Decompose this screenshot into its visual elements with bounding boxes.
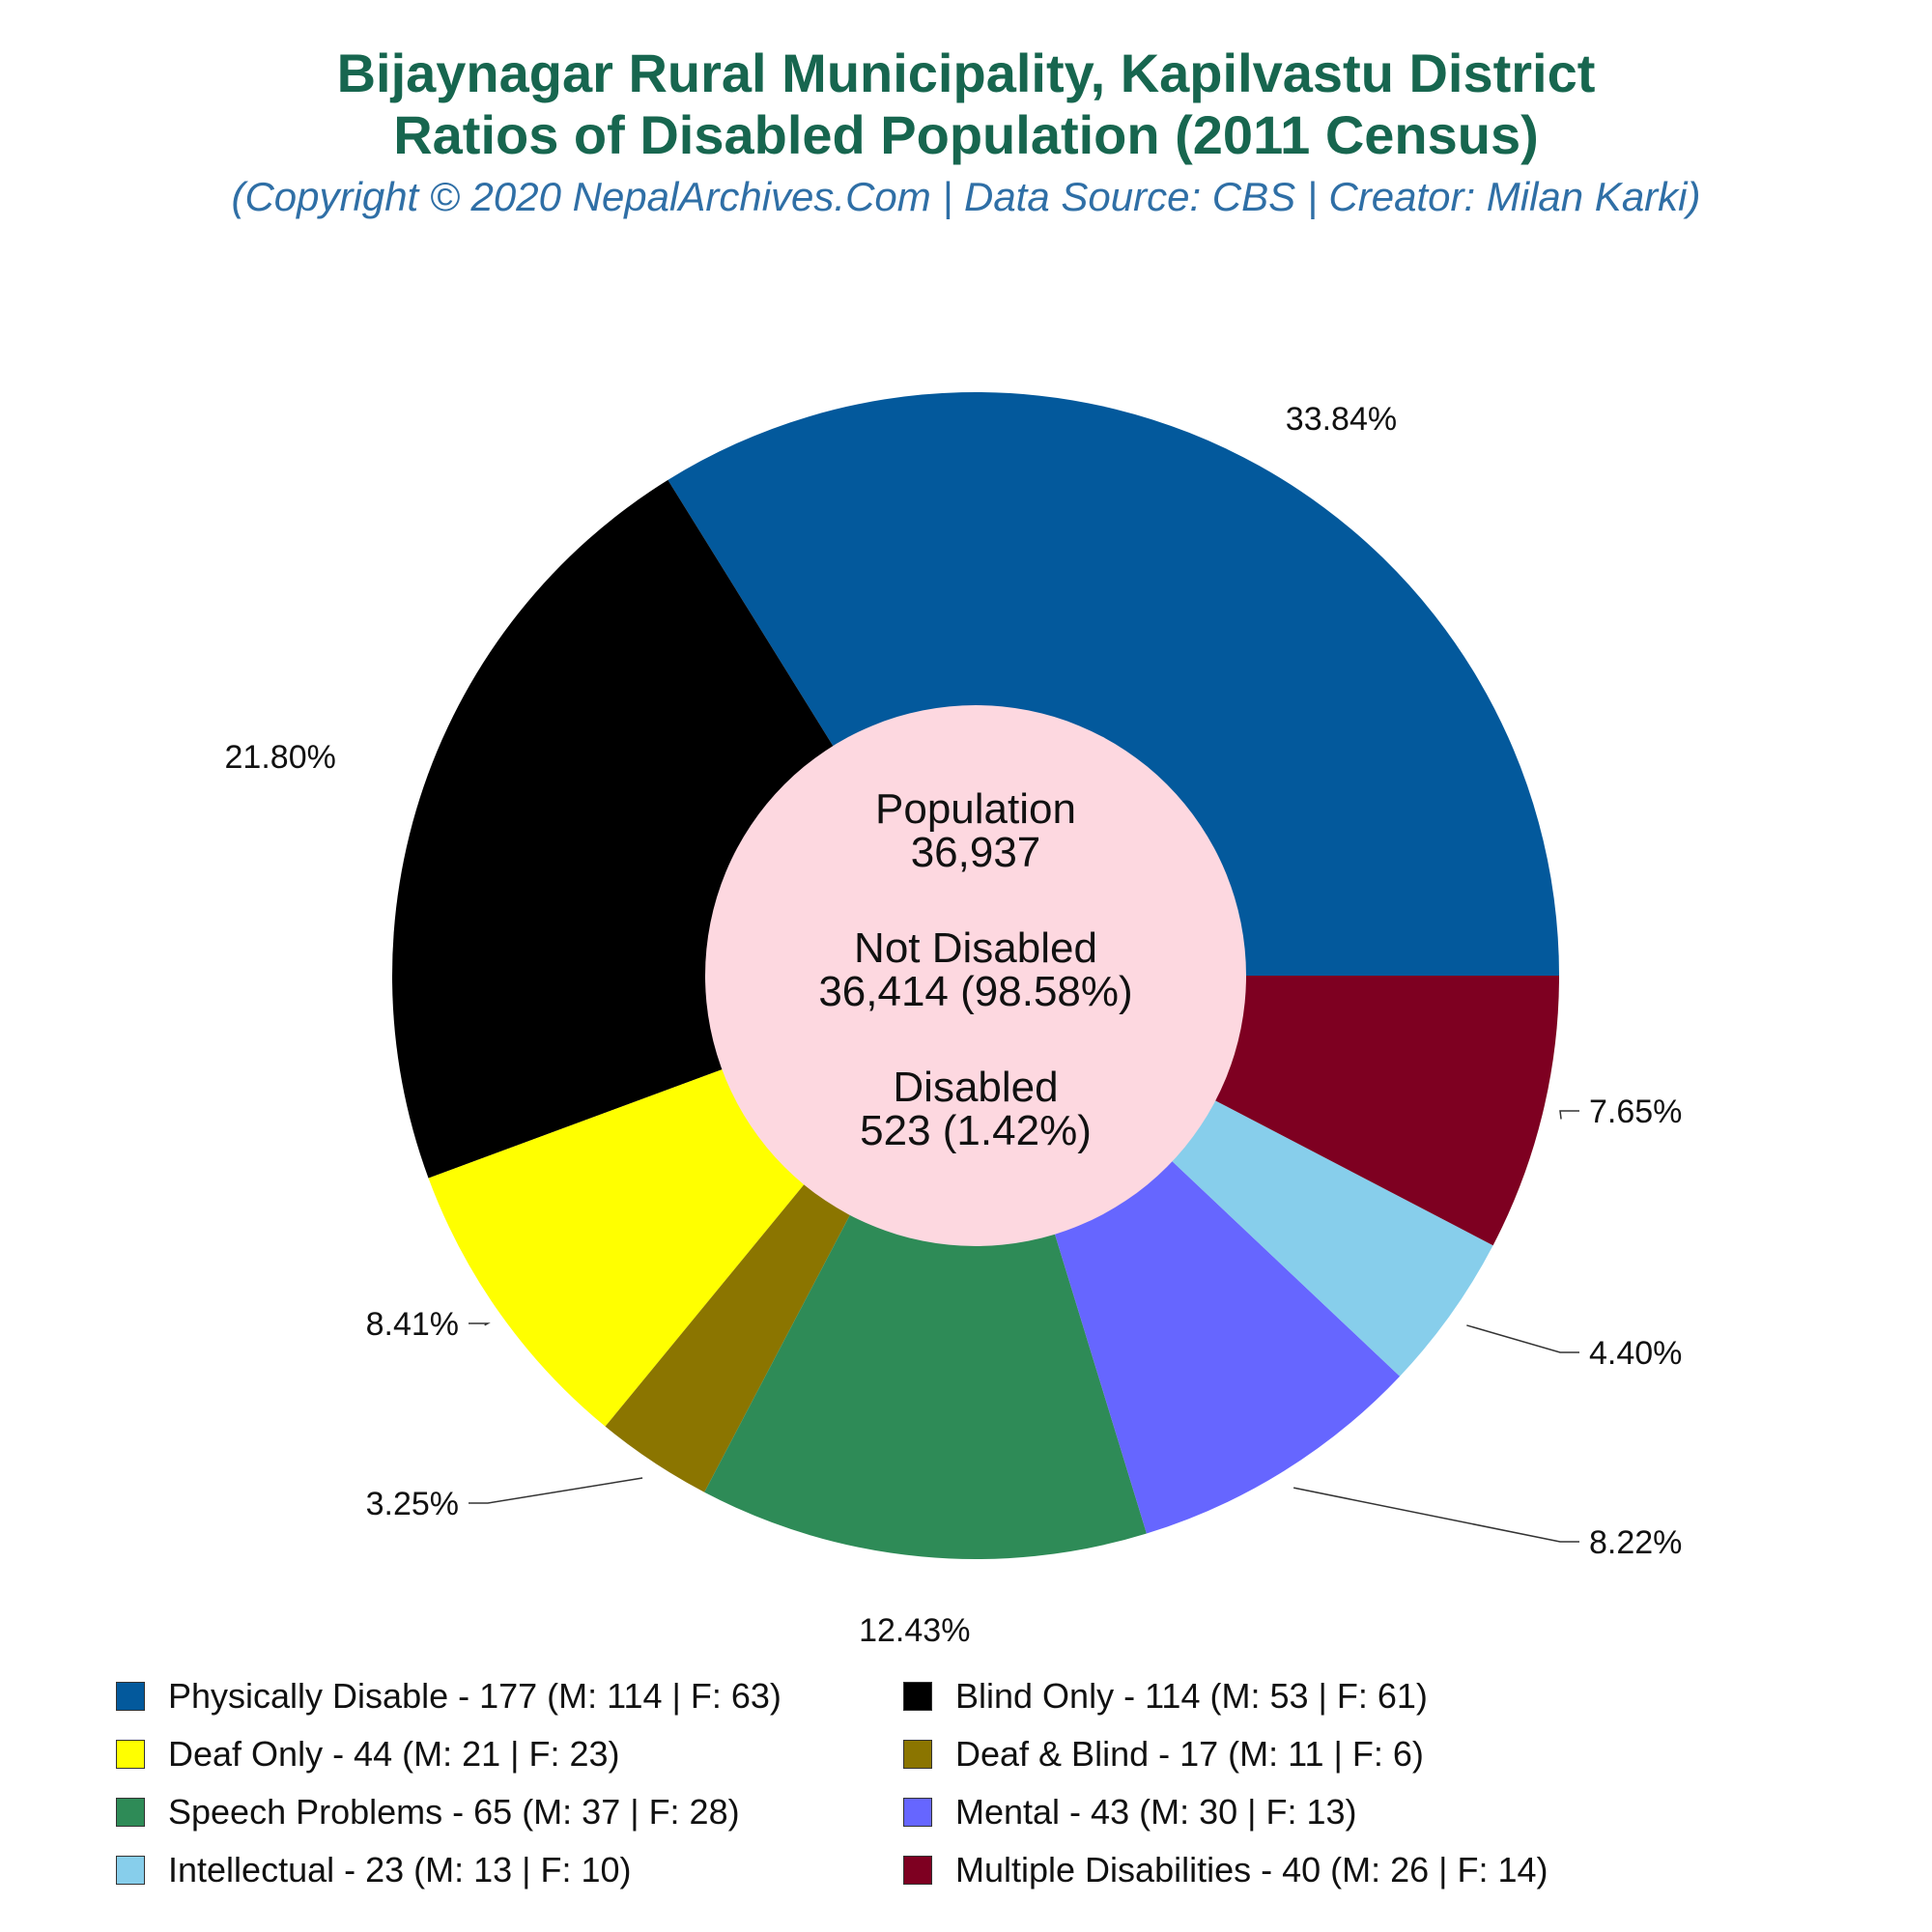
legend-item-intellectual: Intellectual - 23 (M: 13 | F: 10)	[116, 1850, 632, 1890]
legend-swatch	[903, 1740, 932, 1769]
legend-swatch	[116, 1682, 145, 1711]
legend-label: Deaf Only - 44 (M: 21 | F: 23)	[168, 1734, 620, 1774]
center-disabled-value: 523 (1.42%)	[860, 1107, 1092, 1154]
legend-label: Physically Disable - 177 (M: 114 | F: 63…	[168, 1676, 781, 1716]
slice-label-multiple-disabilities: 7.65%	[1589, 1094, 1682, 1130]
legend-swatch	[903, 1856, 932, 1885]
center-hole	[705, 705, 1246, 1246]
center-not-disabled-value: 36,414 (98.58%)	[818, 968, 1132, 1015]
leader-line	[1293, 1487, 1579, 1543]
slice-label-intellectual: 4.40%	[1589, 1335, 1682, 1372]
legend-item-deaf-only: Deaf Only - 44 (M: 21 | F: 23)	[116, 1734, 620, 1775]
legend-label: Speech Problems - 65 (M: 37 | F: 28)	[168, 1792, 740, 1832]
legend-swatch	[903, 1682, 932, 1711]
pie-chart: 33.84% 21.80% 8.41% 3.25% 12.43% 8.22% 4.40% 7.…	[225, 391, 1682, 1649]
slice-label-physically-disable: 33.84%	[1286, 401, 1397, 438]
leader-line	[1559, 1110, 1579, 1120]
legend-item-deaf-blind: Deaf & Blind - 17 (M: 11 | F: 6)	[903, 1734, 1424, 1775]
legend-swatch	[116, 1856, 145, 1885]
pie-slice-speech-problems	[704, 976, 1147, 1559]
legend-swatch	[903, 1798, 932, 1827]
legend-label: Deaf & Blind - 17 (M: 11 | F: 6)	[955, 1734, 1424, 1774]
legend-label: Multiple Disabilities - 40 (M: 26 | F: 1…	[955, 1850, 1548, 1889]
legend-item-blind-only: Blind Only - 114 (M: 53 | F: 61)	[903, 1676, 1428, 1717]
legend-item-physically-disable: Physically Disable - 177 (M: 114 | F: 63…	[116, 1676, 781, 1717]
legend-item-multiple-disabilities: Multiple Disabilities - 40 (M: 26 | F: 1…	[903, 1850, 1548, 1890]
chart-credit: (Copyright © 2020 NepalArchives.Com | Da…	[231, 174, 1701, 219]
legend-label: Blind Only - 114 (M: 53 | F: 61)	[955, 1676, 1428, 1716]
center-population-label: Population	[875, 785, 1076, 833]
chart-title: Bijaynagar Rural Municipality, Kapilvast…	[336, 43, 1596, 103]
center-disabled-label: Disabled	[893, 1064, 1058, 1111]
legend-swatch	[116, 1740, 145, 1769]
legend-item-speech-problems: Speech Problems - 65 (M: 37 | F: 28)	[116, 1792, 740, 1833]
leader-line	[1466, 1324, 1579, 1353]
center-population-value: 36,937	[911, 829, 1041, 876]
slice-label-speech-problems: 12.43%	[859, 1612, 970, 1649]
legend-label: Intellectual - 23 (M: 13 | F: 10)	[168, 1850, 632, 1889]
slice-label-deaf-blind: 3.25%	[366, 1486, 459, 1522]
leader-line	[469, 1477, 643, 1504]
legend-swatch	[116, 1798, 145, 1827]
leader-line	[469, 1322, 491, 1326]
slice-label-mental: 8.22%	[1589, 1524, 1682, 1561]
slice-label-deaf-only: 8.41%	[366, 1306, 459, 1343]
center-not-disabled-label: Not Disabled	[854, 924, 1097, 972]
slice-label-blind-only: 21.80%	[225, 739, 336, 776]
legend-item-mental: Mental - 43 (M: 30 | F: 13)	[903, 1792, 1357, 1833]
chart-subtitle: Ratios of Disabled Population (2011 Cens…	[393, 104, 1539, 165]
legend-label: Mental - 43 (M: 30 | F: 13)	[955, 1792, 1357, 1832]
